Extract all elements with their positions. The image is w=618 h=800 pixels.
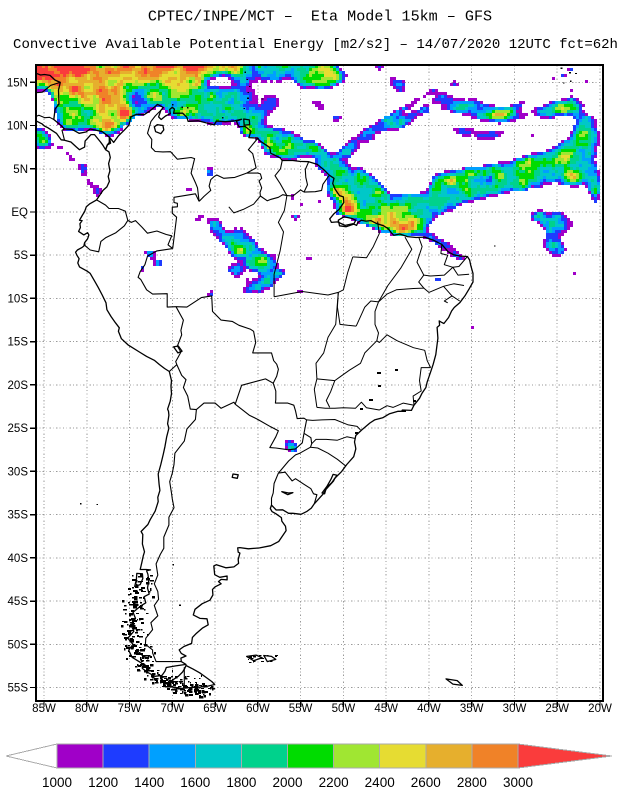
svg-text:40S: 40S xyxy=(8,553,29,565)
svg-text:3000: 3000 xyxy=(503,775,533,790)
svg-text:30S: 30S xyxy=(8,466,29,478)
svg-text:20W: 20W xyxy=(588,703,612,715)
svg-text:70W: 70W xyxy=(160,703,184,715)
svg-text:15S: 15S xyxy=(8,337,29,349)
svg-text:35W: 35W xyxy=(460,703,484,715)
svg-text:2000: 2000 xyxy=(272,775,302,790)
svg-text:2400: 2400 xyxy=(365,775,395,790)
svg-text:10N: 10N xyxy=(7,121,28,133)
svg-text:2600: 2600 xyxy=(411,775,441,790)
svg-text:1200: 1200 xyxy=(88,775,118,790)
svg-text:Convective Available Potential: Convective Available Potential Energy [m… xyxy=(13,37,618,53)
svg-text:EQ: EQ xyxy=(11,207,28,219)
svg-text:CPTEC/INPE/MCT – Eta Model 15: CPTEC/INPE/MCT – Eta Model 15km – GFS xyxy=(148,8,492,26)
svg-text:45W: 45W xyxy=(374,703,398,715)
svg-text:1000: 1000 xyxy=(42,775,72,790)
svg-text:35S: 35S xyxy=(8,510,29,522)
svg-text:85W: 85W xyxy=(32,703,56,715)
svg-text:2800: 2800 xyxy=(457,775,487,790)
svg-text:1600: 1600 xyxy=(180,775,210,790)
svg-text:80W: 80W xyxy=(75,703,99,715)
svg-text:1400: 1400 xyxy=(134,775,164,790)
svg-text:1800: 1800 xyxy=(226,775,256,790)
svg-text:5S: 5S xyxy=(14,250,28,262)
svg-text:10S: 10S xyxy=(8,293,29,305)
svg-text:25S: 25S xyxy=(8,423,29,435)
svg-text:15N: 15N xyxy=(7,77,28,89)
svg-text:65W: 65W xyxy=(203,703,227,715)
svg-text:50S: 50S xyxy=(8,639,29,651)
svg-text:50W: 50W xyxy=(332,703,356,715)
svg-text:60W: 60W xyxy=(246,703,270,715)
svg-text:55S: 55S xyxy=(8,683,29,695)
svg-text:75W: 75W xyxy=(118,703,142,715)
svg-text:30W: 30W xyxy=(503,703,527,715)
svg-text:55W: 55W xyxy=(289,703,313,715)
svg-text:40W: 40W xyxy=(417,703,441,715)
svg-text:45S: 45S xyxy=(8,596,29,608)
svg-text:20S: 20S xyxy=(8,380,29,392)
svg-text:2200: 2200 xyxy=(319,775,349,790)
svg-text:25W: 25W xyxy=(545,703,569,715)
svg-text:5N: 5N xyxy=(13,164,28,176)
